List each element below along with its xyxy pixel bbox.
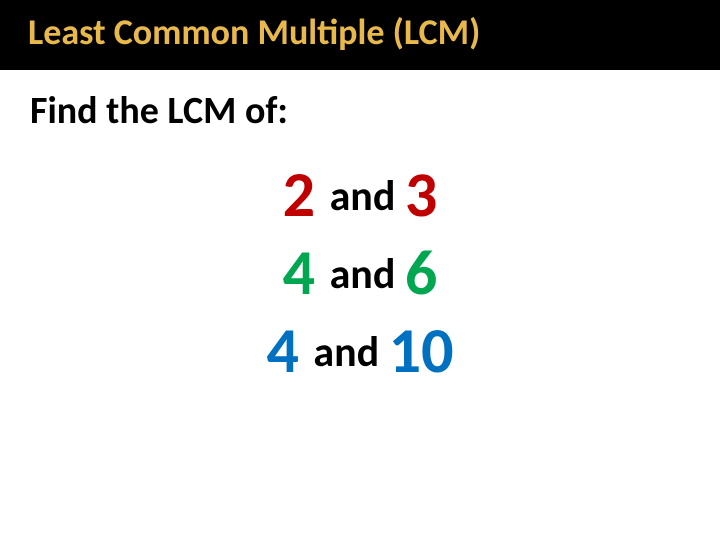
pair2-num-a: 4 — [283, 234, 315, 312]
and-word: and — [330, 249, 405, 300]
pair1-num-a: 2 — [283, 156, 315, 234]
pair2-num-b: 6 — [405, 234, 437, 312]
title-bar: Least Common Multiple (LCM) — [0, 0, 720, 70]
prompt-text: Find the LCM of: — [30, 88, 690, 134]
pair-line-2: 4 and 6 — [30, 234, 690, 312]
pairs-container: 2 and 3 4 and 6 4 and 10 — [30, 156, 690, 390]
pair3-num-a: 4 — [266, 312, 298, 390]
slide-title: Least Common Multiple (LCM) — [28, 10, 692, 54]
pair3-num-b: 10 — [389, 312, 454, 390]
and-word: and — [313, 327, 388, 378]
pair-line-3: 4 and 10 — [30, 312, 690, 390]
content-area: Find the LCM of: 2 and 3 4 and 6 4 and 1… — [0, 70, 720, 390]
pair-line-1: 2 and 3 — [30, 156, 690, 234]
pair1-num-b: 3 — [405, 156, 437, 234]
and-word: and — [330, 171, 405, 222]
slide: Least Common Multiple (LCM) Find the LCM… — [0, 0, 720, 540]
